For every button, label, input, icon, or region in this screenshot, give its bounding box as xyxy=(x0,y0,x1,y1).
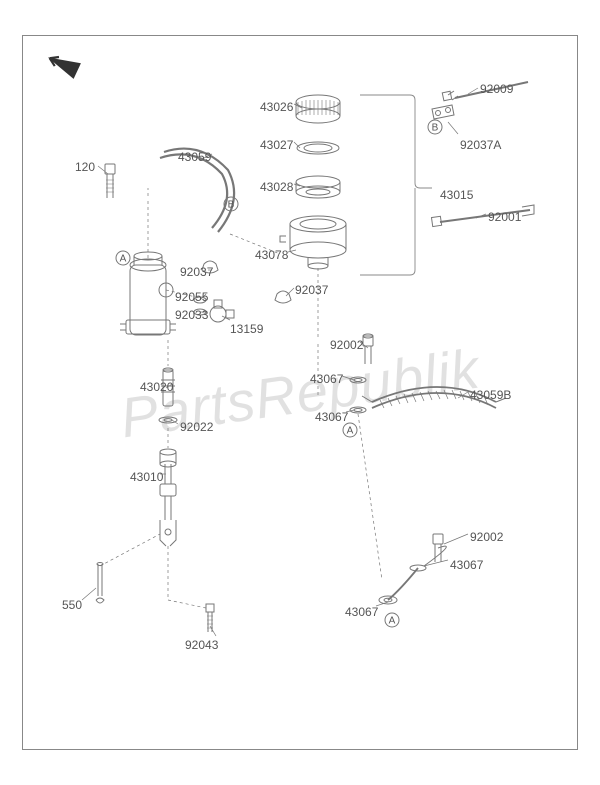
svg-text:B: B xyxy=(228,200,235,211)
svg-text:B: B xyxy=(432,123,439,134)
part-label-92022: 92022 xyxy=(180,420,213,434)
part-label-92055: 92055 xyxy=(175,290,208,304)
part-label-43059B: 43059B xyxy=(470,388,511,402)
part-label-92037A: 92037A xyxy=(460,138,501,152)
part-label-92033: 92033 xyxy=(175,308,208,322)
svg-text:A: A xyxy=(120,254,127,265)
part-label-92002: 92002 xyxy=(330,338,363,352)
part-label-43010: 43010 xyxy=(130,470,163,484)
part-label-43067c: 43067 xyxy=(450,558,483,572)
part-label-43028: 43028 xyxy=(260,180,293,194)
part-label-43067d: 43067 xyxy=(345,605,378,619)
part-label-92037b: 92037 xyxy=(295,283,328,297)
part-label-92001: 92001 xyxy=(488,210,521,224)
svg-text:A: A xyxy=(389,616,396,627)
part-label-92009: 92009 xyxy=(480,82,513,96)
part-label-92043: 92043 xyxy=(185,638,218,652)
part-label-92037: 92037 xyxy=(180,265,213,279)
part-label-43015: 43015 xyxy=(440,188,473,202)
part-label-120: 120 xyxy=(75,160,95,174)
part-label-43067b: 43067 xyxy=(315,410,348,424)
part-label-43059: 43059 xyxy=(178,150,211,164)
part-label-550: 550 xyxy=(62,598,82,612)
part-label-43067a: 43067 xyxy=(310,372,343,386)
part-label-13159: 13159 xyxy=(230,322,263,336)
part-label-43078: 43078 xyxy=(255,248,288,262)
part-label-43026: 43026 xyxy=(260,100,293,114)
svg-text:A: A xyxy=(347,426,354,437)
part-label-92002b: 92002 xyxy=(470,530,503,544)
part-label-43027: 43027 xyxy=(260,138,293,152)
part-label-43020: 43020 xyxy=(140,380,173,394)
